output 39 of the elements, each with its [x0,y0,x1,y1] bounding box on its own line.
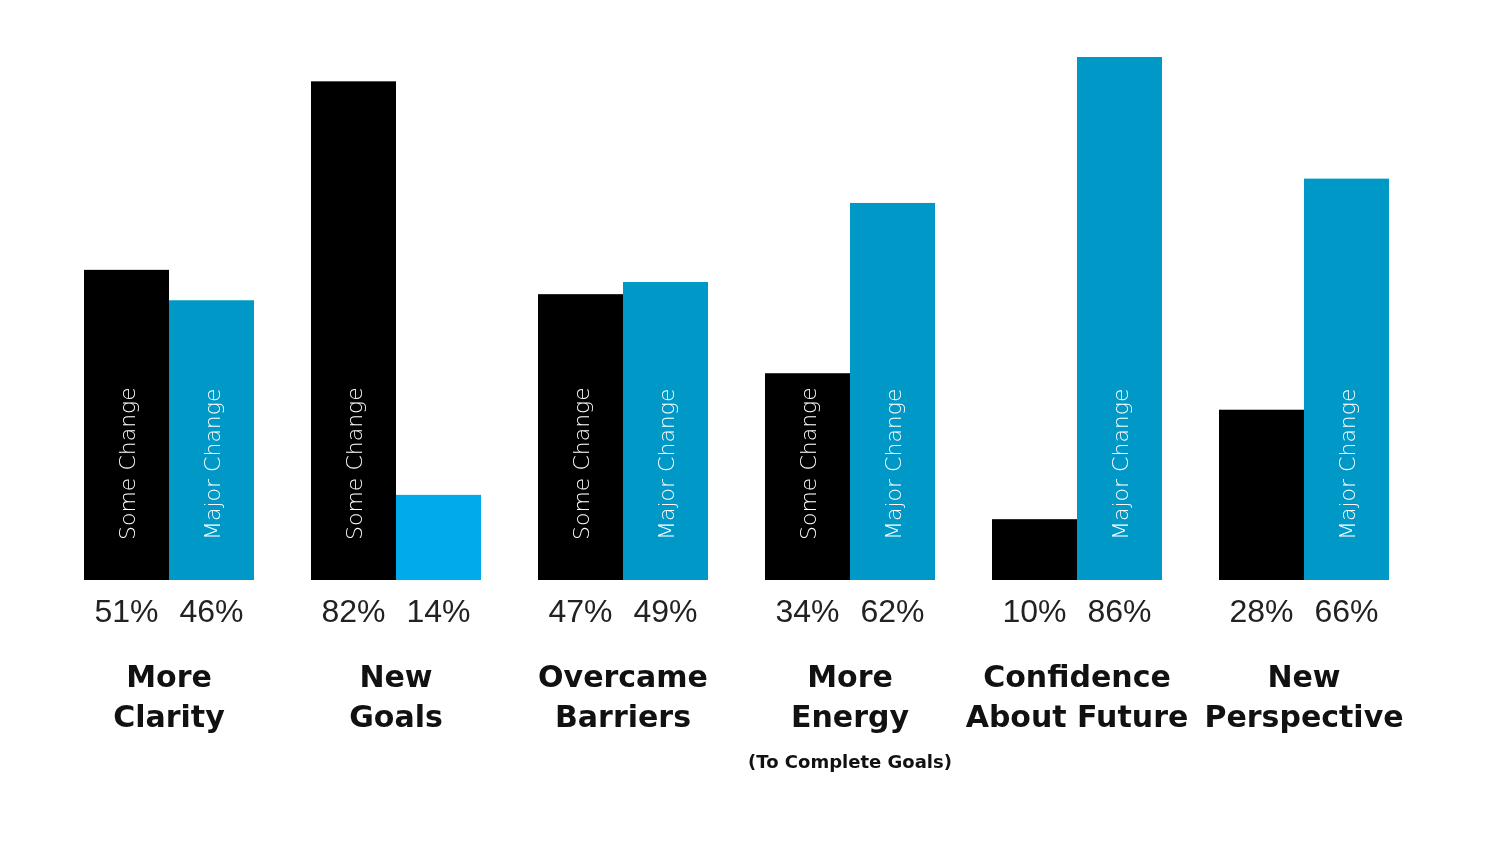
text: Major Change [653,388,679,540]
series-label: Major Change [199,388,225,540]
data-label: 49% [633,593,698,629]
text: Some Change [114,387,140,540]
data-label: 34% [775,593,840,629]
data-label: 47% [548,593,613,629]
bar [1219,409,1304,580]
x-tick-label: New Goals [349,659,443,734]
data-label: 28% [1229,593,1294,629]
bar [623,282,708,580]
bar [396,494,481,580]
bar [1077,57,1162,580]
text: Major Change [880,388,906,540]
x-tick-label: New Perspective [1204,659,1404,734]
x-tick-label: Confidence About Future [965,659,1189,734]
text: Major Change [1334,388,1360,540]
bar [84,269,169,580]
x-tick-label: More Energy (To Complete Goals) [748,659,952,772]
data-label: 66% [1314,593,1379,629]
data-label: 14% [406,593,471,629]
data-label: 62% [860,593,925,629]
text: Some Change [568,387,594,540]
bar [538,294,623,580]
data-label: 82% [321,593,386,629]
bar [850,202,935,580]
bar [1304,178,1389,580]
series-label: Some Change [795,387,821,540]
text: Major Change [1107,388,1133,540]
bar [992,519,1077,580]
data-label: 10% [1002,593,1067,629]
bar [311,81,396,580]
bar [169,300,254,580]
bar [765,373,850,580]
data-label: 86% [1087,593,1152,629]
x-tick-label: Overcame Barriers [538,659,708,734]
data-label: 46% [179,593,244,629]
data-label: 51% [94,593,159,629]
x-tick-label: More Clarity [113,659,226,734]
text: Some Change [341,387,367,540]
